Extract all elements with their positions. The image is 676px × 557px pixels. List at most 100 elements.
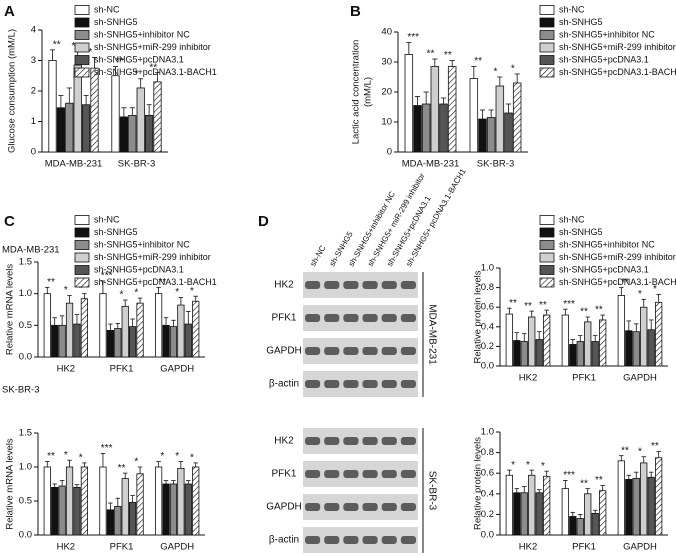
y-tick-label: 0.4 bbox=[481, 488, 494, 499]
error-bar bbox=[529, 310, 534, 317]
error-bar bbox=[522, 486, 527, 493]
bar bbox=[106, 329, 114, 358]
legend-swatch bbox=[539, 17, 555, 28]
y-tick-label: 0.6 bbox=[481, 468, 494, 479]
bar bbox=[136, 87, 145, 153]
error-bar bbox=[536, 489, 542, 493]
error-bar bbox=[178, 461, 184, 469]
y-tick-label: 2 bbox=[31, 86, 36, 97]
y-tick-label: 0.2 bbox=[481, 341, 494, 352]
bar bbox=[535, 339, 543, 367]
error-bar bbox=[82, 293, 87, 299]
significance-label: ** bbox=[595, 305, 603, 316]
bar bbox=[505, 313, 513, 367]
bar bbox=[43, 466, 51, 536]
significance-label: ** bbox=[580, 307, 588, 318]
error-bar bbox=[193, 295, 198, 302]
error-bar bbox=[67, 459, 72, 467]
x-tick-label: GAPDH bbox=[623, 373, 657, 384]
error-bar bbox=[108, 502, 113, 510]
x-tick-label: HK2 bbox=[519, 373, 537, 384]
blot-row-label: GAPDH bbox=[266, 346, 302, 357]
blot-band bbox=[400, 281, 416, 289]
bar bbox=[129, 501, 137, 536]
blot-band bbox=[343, 314, 359, 322]
bar bbox=[584, 493, 592, 536]
chart-subtitle: MDA-MB-231 bbox=[2, 245, 60, 256]
y-tick-label: 10 bbox=[381, 117, 392, 128]
legend-label: sh-SNHG5+pcDNA3.1 bbox=[559, 264, 649, 274]
legend-label: sh-SNHG5+pcDNA3.1-BACH1 bbox=[559, 67, 676, 77]
significance-label: * bbox=[541, 461, 545, 472]
blot-strip bbox=[303, 272, 418, 298]
error-bar bbox=[544, 470, 549, 477]
significance-label: ** bbox=[427, 49, 435, 60]
error-bar bbox=[585, 316, 590, 322]
cell-line-label: MDA-MB-231 bbox=[426, 304, 437, 365]
legend-label: sh-SNHG5+inhibitor NC bbox=[94, 239, 190, 249]
legend-swatch bbox=[539, 55, 555, 65]
legend-swatch bbox=[74, 240, 90, 250]
bar bbox=[154, 466, 163, 536]
y-tick-label: 0.8 bbox=[481, 282, 494, 293]
error-bar bbox=[648, 319, 654, 330]
error-bar bbox=[600, 314, 605, 320]
legend-label: sh-SNHG5 bbox=[94, 17, 138, 27]
significance-label: * bbox=[64, 285, 68, 296]
bar bbox=[617, 295, 625, 367]
significance-label: ** bbox=[444, 50, 452, 61]
blot-band bbox=[305, 536, 321, 544]
error-bar bbox=[514, 73, 520, 83]
bar bbox=[80, 466, 89, 536]
legend-swatch bbox=[539, 252, 555, 263]
blot-row-label: PFK1 bbox=[271, 313, 296, 324]
bar bbox=[632, 477, 640, 536]
error-bar bbox=[514, 488, 520, 493]
bar bbox=[169, 326, 178, 358]
legend-swatch bbox=[539, 265, 555, 275]
bar bbox=[655, 457, 663, 536]
legend-swatch bbox=[74, 227, 90, 238]
error-bar bbox=[163, 480, 169, 484]
significance-label: * bbox=[72, 41, 76, 52]
bar bbox=[56, 107, 66, 153]
error-bar bbox=[544, 309, 549, 316]
bar bbox=[478, 118, 487, 153]
blot-band bbox=[324, 503, 340, 511]
bar bbox=[647, 329, 655, 367]
significance-label: * bbox=[511, 460, 515, 471]
blot-band bbox=[381, 380, 397, 388]
blot-strip bbox=[303, 494, 418, 520]
error-bar bbox=[115, 323, 121, 329]
bar bbox=[129, 326, 137, 358]
error-bar bbox=[74, 484, 80, 488]
x-tick-label: GAPDH bbox=[623, 542, 657, 553]
blot-band bbox=[400, 536, 416, 544]
blot-band bbox=[400, 437, 416, 445]
legend-swatch bbox=[539, 227, 555, 238]
significance-label: * bbox=[160, 451, 164, 462]
significance-label: ** bbox=[524, 301, 532, 312]
y-axis-label: Relative protein levels bbox=[473, 270, 484, 363]
bar bbox=[162, 483, 170, 536]
significance-label: * bbox=[134, 288, 138, 299]
bar bbox=[625, 330, 633, 367]
y-tick-label: 40 bbox=[381, 27, 392, 38]
blot-row-label: HK2 bbox=[274, 436, 294, 447]
significance-label: ** bbox=[47, 277, 55, 288]
legend-label: sh-SNHG5+inhibitor NC bbox=[94, 29, 190, 39]
bar bbox=[632, 331, 640, 367]
bar bbox=[576, 518, 584, 536]
blot-band bbox=[305, 347, 321, 355]
error-bar bbox=[66, 87, 72, 104]
legend-label: sh-NC bbox=[559, 4, 585, 14]
y-tick-label: 0 bbox=[387, 147, 392, 158]
y-tick-label: 1.0 bbox=[19, 462, 32, 473]
blot-band bbox=[305, 314, 321, 322]
error-bar bbox=[154, 72, 161, 82]
bar bbox=[495, 85, 505, 153]
blot-row-label: GAPDH bbox=[266, 502, 302, 513]
bar bbox=[576, 341, 584, 367]
blot-band bbox=[305, 380, 321, 388]
blot-band bbox=[305, 281, 321, 289]
